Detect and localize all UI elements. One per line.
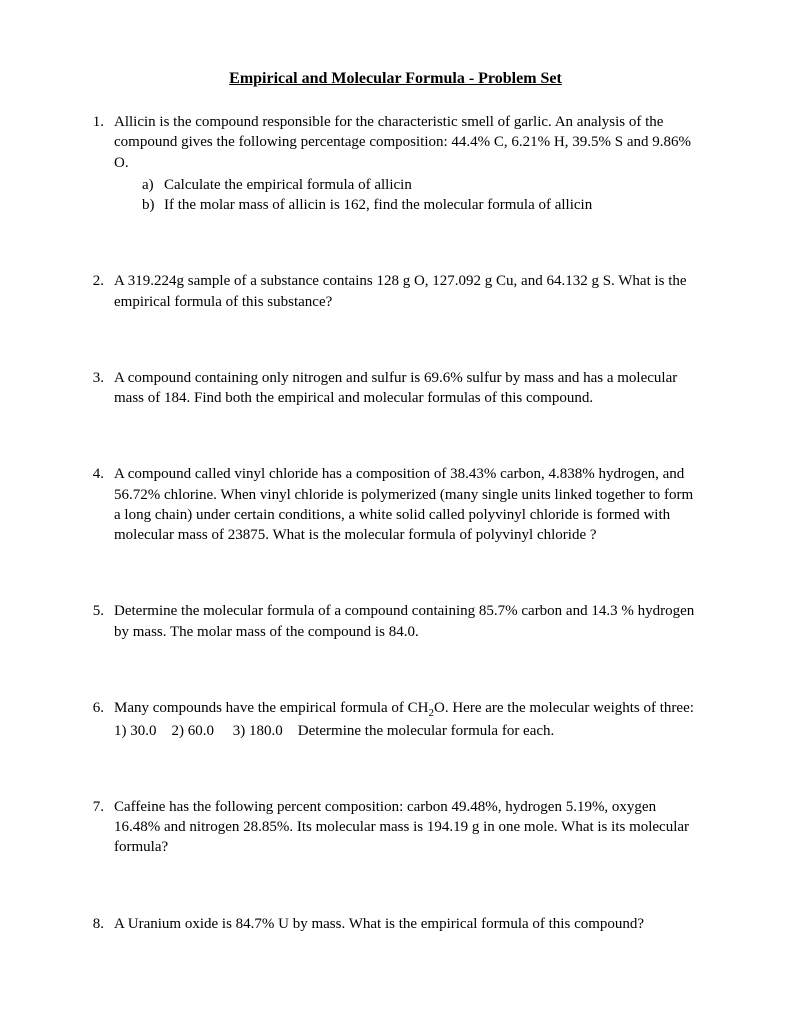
problem-text-pre: Many compounds have the empirical formul… <box>114 700 429 716</box>
problem-number: 8. <box>90 914 114 934</box>
subitem-letter: b) <box>142 195 164 215</box>
problem-item: 5. Determine the molecular formula of a … <box>90 601 701 642</box>
problem-item: 2. A 319.224g sample of a substance cont… <box>90 271 701 312</box>
problem-item: 3. A compound containing only nitrogen a… <box>90 368 701 409</box>
problem-text: A compound containing only nitrogen and … <box>114 368 701 409</box>
problem-list: 1. Allicin is the compound responsible f… <box>90 112 701 934</box>
problem-body: Allicin is the compound responsible for … <box>114 114 691 171</box>
subitem: a) Calculate the empirical formula of al… <box>142 175 701 195</box>
page-title: Empirical and Molecular Formula - Proble… <box>90 70 701 88</box>
problem-sublist: a) Calculate the empirical formula of al… <box>114 175 701 216</box>
subitem: b) If the molar mass of allicin is 162, … <box>142 195 701 215</box>
subitem-text: Calculate the empirical formula of allic… <box>164 175 412 195</box>
problem-item: 8. A Uranium oxide is 84.7% U by mass. W… <box>90 914 701 934</box>
problem-number: 1. <box>90 112 114 215</box>
subitem-letter: a) <box>142 175 164 195</box>
problem-text: A compound called vinyl chloride has a c… <box>114 464 701 545</box>
subitem-text: If the molar mass of allicin is 162, fin… <box>164 195 592 215</box>
problem-number: 4. <box>90 464 114 545</box>
problem-text: Caffeine has the following percent compo… <box>114 797 701 858</box>
problem-text: Many compounds have the empirical formul… <box>114 698 701 741</box>
problem-number: 5. <box>90 601 114 642</box>
problem-number: 3. <box>90 368 114 409</box>
problem-item: 1. Allicin is the compound responsible f… <box>90 112 701 215</box>
problem-item: 7. Caffeine has the following percent co… <box>90 797 701 858</box>
problem-number: 7. <box>90 797 114 858</box>
problem-item: 6. Many compounds have the empirical for… <box>90 698 701 741</box>
problem-text: Determine the molecular formula of a com… <box>114 601 701 642</box>
problem-item: 4. A compound called vinyl chloride has … <box>90 464 701 545</box>
problem-text: A 319.224g sample of a substance contain… <box>114 271 701 312</box>
problem-number: 6. <box>90 698 114 741</box>
problem-text: A Uranium oxide is 84.7% U by mass. What… <box>114 914 701 934</box>
problem-number: 2. <box>90 271 114 312</box>
problem-text: Allicin is the compound responsible for … <box>114 112 701 215</box>
